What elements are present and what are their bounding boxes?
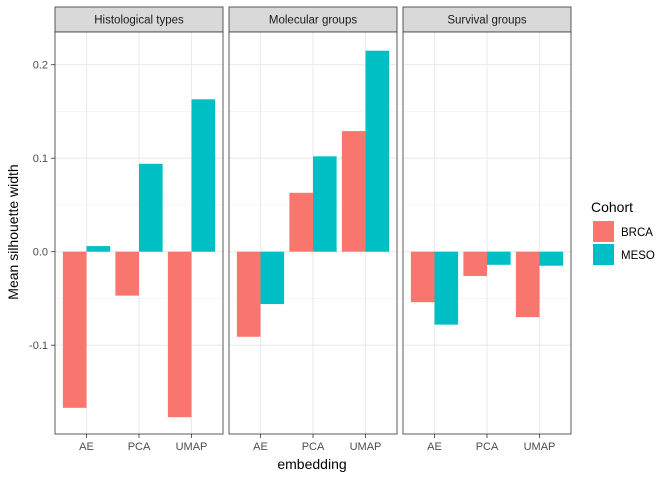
y-tick-label: 0.2 [33,60,48,72]
legend-title: Cohort [591,199,633,215]
facet-panel: Histological types AE PCA UMAP [54,6,224,453]
facet-panel: Molecular groups AE PCA UMAP [228,6,398,453]
legend-key-meso [593,244,614,265]
facet-strip [54,6,224,33]
y-tick-label: -0.1 [29,340,48,352]
bar-brca-pca [463,251,487,277]
facet-panel: Survival groups AE PCA UMAP [402,6,572,453]
facet-title: Molecular groups [269,15,357,27]
bar-meso-ae [434,251,459,325]
legend-label: MESO [621,250,655,262]
bar-meso-ae [86,246,111,252]
bar-brca-ae [410,251,435,303]
bar-meso-pca [313,156,337,252]
bar-brca-umap [515,251,540,318]
bar-brca-ae [236,251,261,337]
legend-key-brca [593,221,614,242]
bar-brca-umap [167,251,192,418]
x-tick-label: PCA [302,441,325,453]
bar-brca-umap [341,131,366,252]
x-tick-label: PCA [476,441,499,453]
bar-meso-umap [365,50,390,252]
y-tick-label: 0.0 [33,247,48,259]
legend-label: BRCA [621,227,653,239]
x-tick-label: PCA [128,441,151,453]
x-tick-label: UMAP [524,441,556,453]
bar-meso-umap [539,251,564,266]
y-tick-label: 0.1 [33,153,48,165]
legend-entry: MESO [593,244,655,265]
y-axis-title: Mean silhouette width [5,164,21,299]
x-axis-title: embedding [277,456,346,472]
legend: Cohort BRCA MESO [591,199,655,265]
bar-brca-pca [115,251,139,296]
bar-meso-ae [260,251,285,305]
x-tick-label: UMAP [176,441,208,453]
legend-entry: BRCA [593,221,653,242]
y-axis: -0.1 0.0 0.1 0.2 [29,60,55,352]
x-tick-label: UMAP [350,441,382,453]
bar-meso-umap [191,99,216,252]
bar-brca-pca [289,192,313,252]
facet-title: Histological types [94,15,184,27]
bar-meso-pca [487,251,511,265]
x-tick-label: AE [79,441,94,453]
bar-meso-pca [139,163,163,252]
bar-brca-ae [62,251,87,408]
x-tick-label: AE [427,441,442,453]
facet-title: Survival groups [447,15,527,27]
x-tick-label: AE [253,441,268,453]
